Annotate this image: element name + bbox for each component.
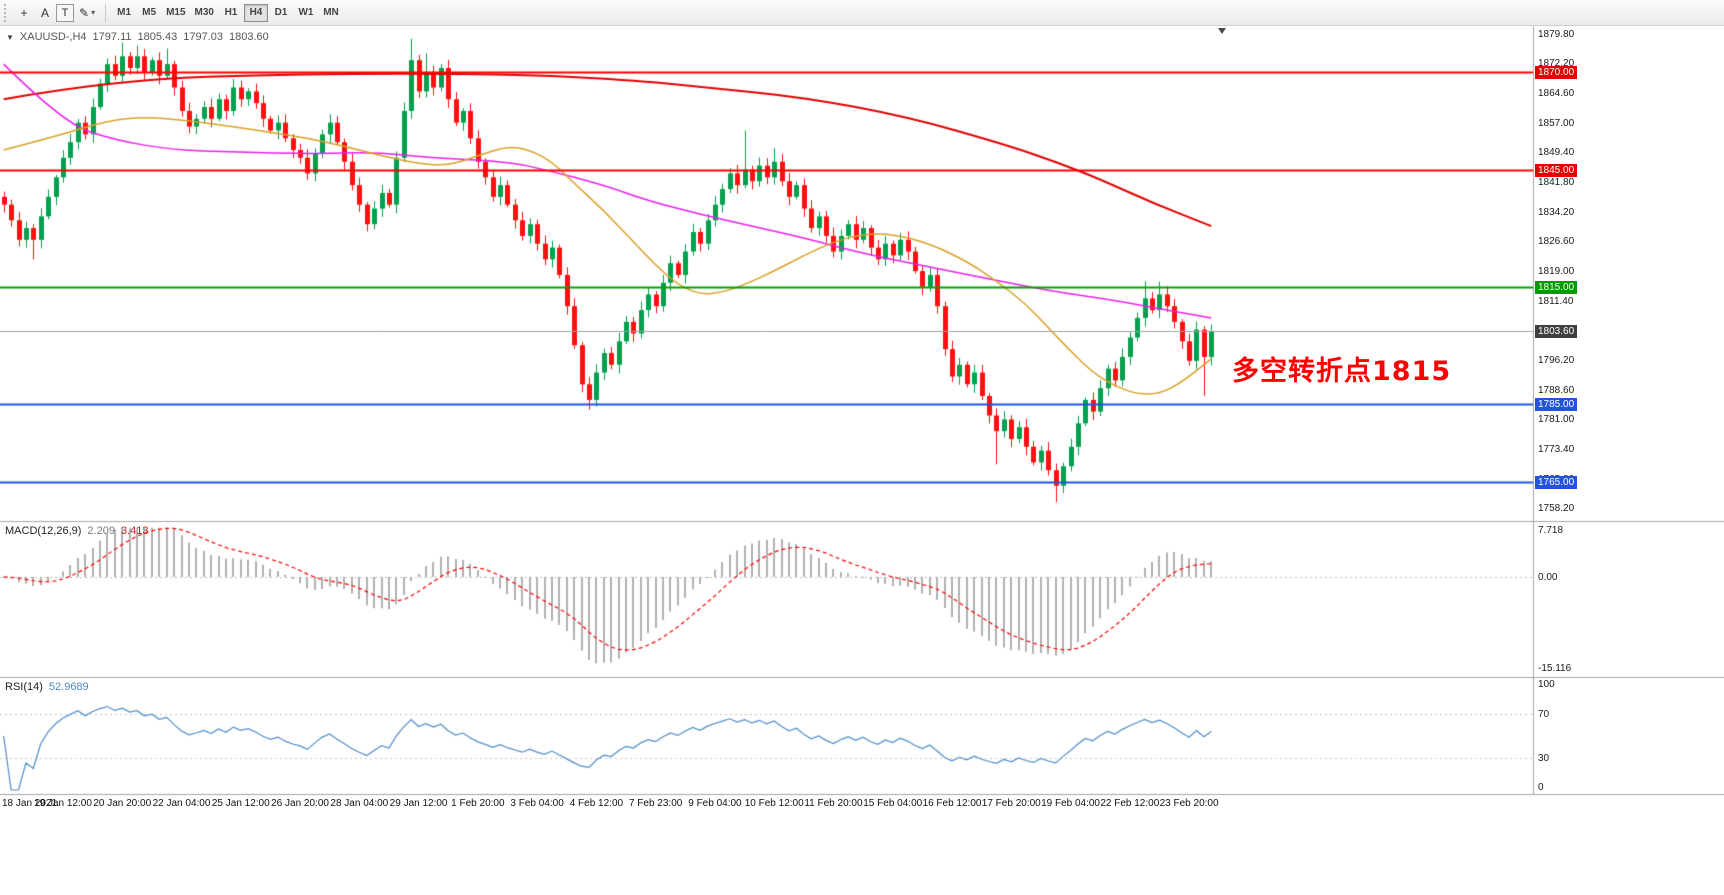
time-axis-label: 22 Feb 12:00 <box>1100 798 1160 809</box>
price-axis-label: 1819.00 <box>1538 266 1575 278</box>
timeframe-h4-button[interactable]: H4 <box>243 3 268 22</box>
time-axis-label: 16 Feb 12:00 <box>922 798 982 809</box>
timeframe-w1-button[interactable]: W1 <box>298 7 314 18</box>
time-axis-label: 11 Feb 20:00 <box>804 798 863 809</box>
time-axis-label: 26 Jan 20:00 <box>271 798 329 809</box>
price-axis[interactable]: 1879.80 1872.20 1864.60 1857.00 1849.40 1841.… <box>1534 26 1723 521</box>
price-axis-label: 1849.40 <box>1538 147 1575 159</box>
price-axis-label: 1834.20 <box>1538 206 1575 218</box>
rsi-axis-label: 100 <box>1538 679 1555 690</box>
price-axis-label: 1811.40 <box>1538 295 1574 307</box>
macd-name: MACD(12,26,9) <box>5 525 82 537</box>
price-axis-label: 1758.20 <box>1538 503 1575 515</box>
high-value: 1805.43 <box>137 31 178 43</box>
time-axis-label: 19 Jan 12:00 <box>34 798 92 809</box>
time-axis-label: 10 Feb 12:00 <box>744 798 804 809</box>
symbol-period-label: XAUUSD-,H4 <box>19 31 87 43</box>
price-axis-label: 1879.80 <box>1538 28 1575 40</box>
dropdown-caret-icon: ▾ <box>91 8 96 17</box>
timeframe-m30-button[interactable]: M30 <box>194 7 214 18</box>
chart-shift-marker[interactable] <box>1218 28 1226 34</box>
price-tag: 1803.60 <box>1535 325 1578 339</box>
price-tag: 1845.00 <box>1535 163 1578 177</box>
time-axis-label: 17 Feb 20:00 <box>981 798 1041 809</box>
rsi-axis[interactable]: 100 70 30 0 <box>1534 678 1723 794</box>
rsi-axis-label: 0 <box>1538 782 1544 793</box>
time-axis-label: 7 Feb 23:00 <box>628 798 683 809</box>
draw-style-button[interactable]: ✎ ▾ <box>79 5 96 20</box>
rsi-axis-label: 30 <box>1538 752 1550 764</box>
macd-axis-label: 7.718 <box>1538 525 1564 536</box>
text-annotation-button[interactable]: A <box>40 5 49 20</box>
timeframe-m5-button[interactable]: M5 <box>142 7 157 18</box>
price-axis-label: 1796.20 <box>1538 355 1575 367</box>
chart-toolbar: + A T ✎ ▾ M1 M5 M15 M30 H1 H4 D1 W1 MN <box>0 0 1724 26</box>
chart-annotation-text[interactable]: 多空转折点1815 <box>1232 356 1452 387</box>
close-value: 1803.60 <box>229 31 269 43</box>
timeframe-h1-button[interactable]: H1 <box>224 7 238 18</box>
price-axis-label: 1864.60 <box>1538 87 1575 99</box>
text-frame-button[interactable]: T <box>56 3 74 22</box>
macd-axis[interactable]: 7.718 0.00 -15.116 <box>1534 522 1723 677</box>
time-axis-label: 9 Feb 04:00 <box>688 798 742 809</box>
chart-ohlc-header: ▼ XAUUSD-,H4 1797.11 1805.43 1797.03 180… <box>6 31 269 43</box>
timeframe-button-group: M1 M5 M15 M30 H1 H4 D1 W1 MN <box>112 3 343 22</box>
price-tag: 1765.00 <box>1535 475 1578 489</box>
price-axis-label: 1841.80 <box>1538 177 1575 189</box>
price-axis-label: 1781.00 <box>1538 414 1575 426</box>
time-axis-label: 25 Jan 12:00 <box>211 798 270 809</box>
time-axis-label: 1 Feb 20:00 <box>451 798 505 809</box>
time-axis-label: 22 Jan 04:00 <box>152 798 211 809</box>
tool-button-group: + A T ✎ ▾ <box>14 3 99 23</box>
price-tag: 1785.00 <box>1535 397 1578 411</box>
price-tag: 1815.00 <box>1535 280 1578 294</box>
timeframe-m15-button[interactable]: M15 <box>166 7 186 18</box>
macd-axis-label: -15.116 <box>1538 663 1572 674</box>
open-value: 1797.11 <box>92 31 132 43</box>
crosshair-button[interactable]: + <box>20 5 28 20</box>
price-axis-label: 1773.40 <box>1538 444 1575 456</box>
timeframe-d1-button[interactable]: D1 <box>274 7 288 18</box>
price-axis-label: 1872.20 <box>1538 58 1575 70</box>
price-axis-label: 1788.60 <box>1538 384 1575 396</box>
toolbar-separator <box>105 3 107 22</box>
price-axis-label: 1826.60 <box>1538 236 1575 248</box>
time-axis-label: 28 Jan 04:00 <box>330 798 389 809</box>
price-tag: 1870.00 <box>1535 65 1578 79</box>
macd-signal-value: 3.413 <box>120 525 149 537</box>
low-value: 1797.03 <box>183 31 224 43</box>
rsi-axis-label: 70 <box>1538 709 1550 721</box>
time-axis-label: 29 Jan 12:00 <box>389 798 448 809</box>
rsi-name: RSI(14) <box>5 681 43 693</box>
time-axis-label: 3 Feb 04:00 <box>510 798 564 809</box>
time-axis-label: 18 Jan 2021 <box>2 798 58 809</box>
macd-main-value: 2.209 <box>87 525 115 537</box>
time-axis-label: 4 Feb 12:00 <box>569 798 624 809</box>
macd-indicator-label: MACD(12,26,9) 2.209 3.413 <box>5 525 148 537</box>
collapse-triangle-icon[interactable]: ▼ <box>6 32 14 42</box>
macd-axis-label: 0.00 <box>1538 571 1558 583</box>
toolbar-grip[interactable] <box>4 3 9 22</box>
time-axis-label: 19 Feb 04:00 <box>1041 798 1100 809</box>
time-axis-label: 20 Jan 20:00 <box>93 798 152 809</box>
time-axis[interactable]: 18 Jan 2021 19 Jan 12:00 20 Jan 20:00 22 Ja… <box>0 795 1724 815</box>
timeframe-mn-button[interactable]: MN <box>323 7 339 18</box>
timeframe-m1-button[interactable]: M1 <box>117 7 132 18</box>
rsi-value: 52.9689 <box>48 681 89 693</box>
time-axis-label: 23 Feb 20:00 <box>1159 798 1219 809</box>
rsi-indicator-label: RSI(14) 52.9689 <box>5 681 89 693</box>
price-axis-label: 1857.00 <box>1538 117 1575 129</box>
time-axis-label: 15 Feb 04:00 <box>863 798 923 809</box>
